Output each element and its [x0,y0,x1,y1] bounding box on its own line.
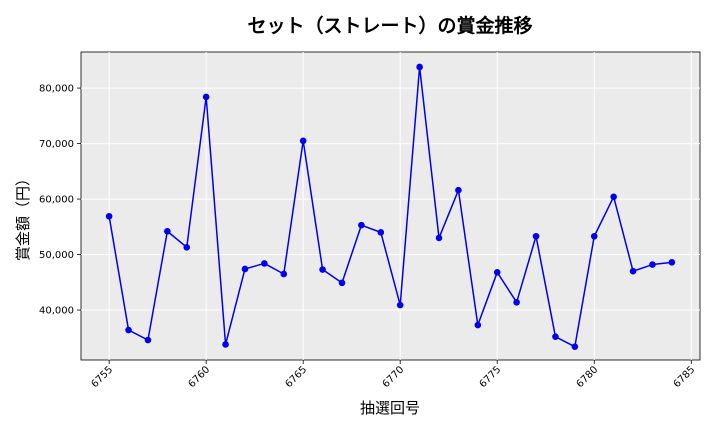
x-axis-label: 抽選回号 [360,399,420,417]
data-point [610,193,617,201]
data-point [571,343,579,350]
data-point [164,227,171,235]
data-point [474,321,482,329]
y-tick-label: 40,000 [39,306,74,317]
data-point [416,63,423,71]
x-tick-label: 6785 [672,364,698,390]
series-lines [108,66,672,348]
data-points [105,63,676,350]
plot-area [80,51,701,361]
x-tick-label: 6780 [575,364,601,390]
y-tick-label: 60,000 [39,195,74,206]
y-tick-label: 50,000 [39,250,74,261]
data-point [144,336,152,344]
data-point [125,326,132,334]
data-point [183,244,191,251]
data-point [552,333,559,340]
data-point [435,234,443,242]
data-point [532,232,540,240]
y-axis-label: 賞金額（円） [14,171,32,261]
data-point [261,260,268,267]
data-point [338,279,346,287]
x-tick-label: 6775 [478,364,504,390]
x-tick-label: 6755 [89,364,115,390]
data-point [668,259,676,266]
data-point [241,265,249,273]
data-point [280,270,288,278]
x-tick-label: 6770 [381,364,407,390]
data-point [377,229,385,236]
data-point [319,266,326,273]
data-point [299,137,307,145]
x-axis-ticks: 6755 6760 6765 6770 6775 6780 6785 [89,360,697,390]
data-point [590,232,598,240]
data-point [396,301,404,309]
series-line [108,66,672,348]
data-point [493,269,501,276]
data-point [649,261,656,268]
data-point [358,221,365,229]
data-point [629,267,637,275]
data-point [222,341,229,348]
data-point [105,212,113,220]
y-tick-label: 80,000 [39,84,74,95]
chart-title: セット（ストレート）の賞金推移 [247,14,532,37]
x-tick-label: 6760 [187,364,213,390]
y-axis-ticks: 40,000 50,000 60,000 70,000 80,000 [39,84,81,317]
data-point [202,93,210,101]
data-point [513,298,520,306]
x-tick-label: 6765 [284,364,310,390]
data-point [455,186,462,194]
y-tick-label: 70,000 [39,139,74,150]
grid-lines [81,52,700,360]
